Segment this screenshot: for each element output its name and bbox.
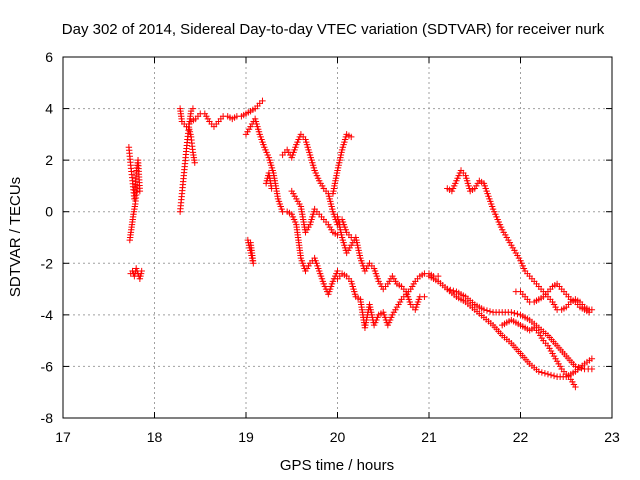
data-point [588,355,596,362]
data-point [191,159,198,166]
y-axis-label: SDTVAR / TECUs [7,177,24,297]
data-point [480,306,488,313]
y-tick-labels: -8 -6 -4 -2 0 2 4 6 [41,49,54,426]
grid [63,57,612,418]
data-point [138,267,145,275]
x-tick-labels: 17 18 19 20 21 22 23 [55,429,620,445]
y-tick-label: 6 [45,49,53,65]
x-tick-label: 20 [330,429,346,445]
y-tick-label: -4 [41,307,54,323]
data-point [334,267,341,275]
data-point [544,370,552,378]
data-point [585,309,593,316]
data-point [189,105,197,112]
data-point [447,286,454,294]
data-points [125,97,596,391]
data-point [133,182,141,190]
y-tick-label: 4 [45,101,53,117]
x-axis-label: GPS time / hours [280,457,394,474]
data-point [483,307,491,314]
data-point [259,97,266,105]
x-tick-label: 19 [238,429,254,445]
data-point [514,310,521,318]
data-point [550,372,558,380]
data-point [348,133,355,141]
y-tick-label: 0 [45,204,53,220]
data-point [588,365,596,373]
data-point [486,308,494,315]
x-tick-label: 21 [421,429,437,445]
data-point [535,368,542,375]
data-point [547,371,555,379]
data-point [572,383,579,391]
x-tick-label: 23 [604,429,620,445]
y-tick-label: -8 [41,410,54,426]
x-tick-label: 18 [147,429,163,445]
plot-frame [62,56,613,419]
data-point [244,236,252,244]
data-point [421,293,428,301]
data-point [508,309,515,316]
chart-title: Day 302 of 2014, Sidereal Day-to-day VTE… [62,21,605,38]
y-tick-label: 2 [45,152,53,168]
data-point [538,369,546,376]
x-tick-label: 17 [55,429,71,445]
data-point [511,309,518,317]
y-tick-label: -2 [41,255,54,271]
data-point [541,370,549,377]
y-tick-label: -6 [41,358,54,374]
x-tick-label: 22 [513,429,529,445]
data-point [268,185,275,192]
